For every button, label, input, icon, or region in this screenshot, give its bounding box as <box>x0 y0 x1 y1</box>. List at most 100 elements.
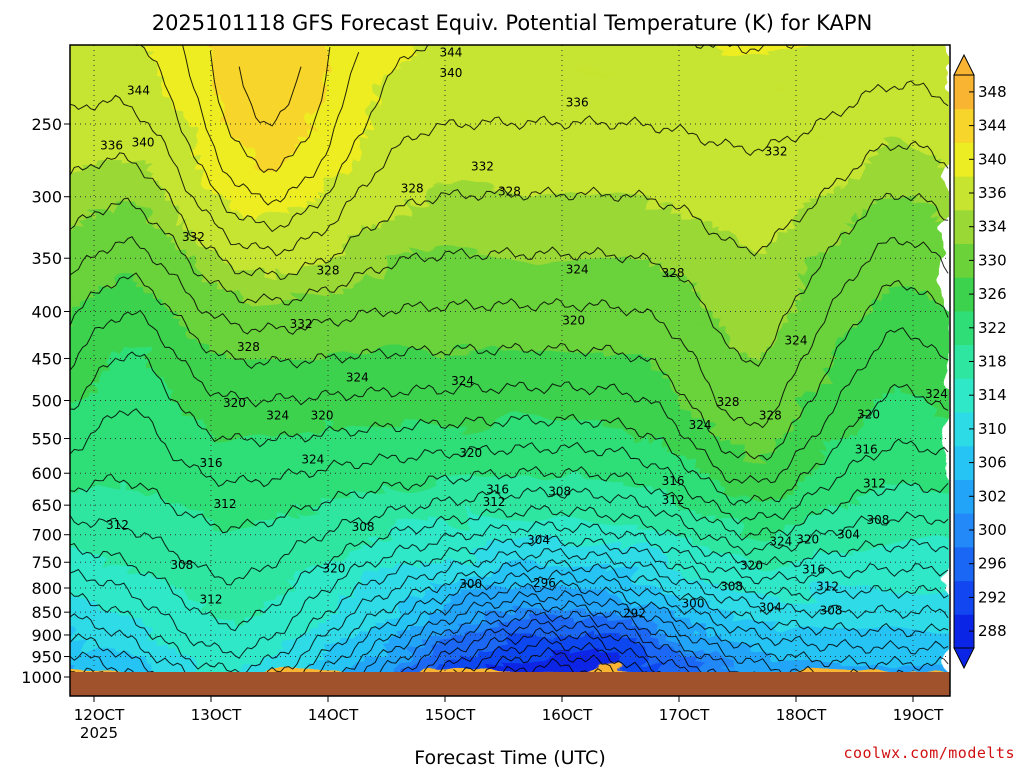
heatmap-cell <box>519 45 529 51</box>
heatmap-cell <box>667 179 677 188</box>
heatmap-cell <box>808 164 817 173</box>
heatmap-cell <box>857 179 867 188</box>
heatmap-cell <box>618 255 628 264</box>
heatmap-cell <box>263 202 273 211</box>
heatmap-cell <box>404 278 414 287</box>
heatmap-cell <box>123 187 133 196</box>
heatmap-cell <box>700 346 710 355</box>
heatmap-cell <box>824 323 834 333</box>
heatmap-cell <box>362 285 372 295</box>
heatmap-cell <box>362 346 372 355</box>
heatmap-cell <box>379 45 389 51</box>
heatmap-cell <box>725 323 735 333</box>
heatmap-cell <box>535 103 545 112</box>
heatmap-cell <box>684 126 694 135</box>
heatmap-cell <box>239 149 249 158</box>
heatmap-cell <box>857 187 867 196</box>
heatmap-cell <box>395 209 405 219</box>
heatmap-cell <box>90 301 100 310</box>
heatmap-cell <box>766 103 776 112</box>
heatmap-cell <box>585 194 595 203</box>
heatmap-cell <box>255 225 265 234</box>
heatmap-cell <box>766 308 776 317</box>
heatmap-cell <box>717 35 726 43</box>
heatmap-cell <box>733 111 743 120</box>
heatmap-cell <box>659 209 669 219</box>
heatmap-cell <box>313 65 323 74</box>
heatmap-cell <box>931 209 941 219</box>
heatmap-cell <box>849 361 859 371</box>
heatmap-cell <box>791 217 801 226</box>
heatmap-cell <box>923 126 933 135</box>
heatmap-cell <box>799 118 809 127</box>
heatmap-cell <box>593 164 603 173</box>
heatmap-cell <box>296 103 306 112</box>
heatmap-cell <box>544 202 554 211</box>
heatmap-cell <box>552 133 562 143</box>
heatmap-cell <box>354 187 364 196</box>
heatmap-cell <box>544 45 554 51</box>
heatmap-cell <box>404 126 414 135</box>
heatmap-cell <box>478 149 488 158</box>
heatmap-cell <box>404 133 414 143</box>
heatmap-cell <box>890 171 900 181</box>
heatmap-cell <box>527 308 537 317</box>
heatmap-cell <box>840 88 850 97</box>
heatmap-cell <box>610 225 620 234</box>
heatmap-cell <box>420 95 430 105</box>
heatmap-cell <box>544 80 554 89</box>
heatmap-cell <box>659 323 669 333</box>
heatmap-cell <box>461 339 471 348</box>
heatmap-cell <box>824 149 834 158</box>
heatmap-cell <box>453 232 463 241</box>
heatmap-cell <box>626 164 636 173</box>
heatmap-cell <box>791 293 801 302</box>
heatmap-cell <box>511 331 521 340</box>
heatmap-cell <box>717 50 727 59</box>
heatmap-cell <box>585 361 595 371</box>
heatmap-cell <box>313 202 323 211</box>
heatmap-cell <box>824 179 834 188</box>
heatmap-cell <box>544 354 554 363</box>
heatmap-cell <box>849 278 859 287</box>
heatmap-cell <box>651 308 661 317</box>
heatmap-cell <box>420 65 430 74</box>
heatmap-cell <box>890 293 900 302</box>
heatmap-cell <box>594 35 603 43</box>
heatmap-cell <box>478 111 488 120</box>
heatmap-cell <box>692 57 702 67</box>
heatmap-cell <box>470 80 479 89</box>
heatmap-cell <box>643 323 653 333</box>
heatmap-cell <box>173 308 183 317</box>
heatmap-cell <box>346 179 356 188</box>
heatmap-cell <box>626 346 636 355</box>
heatmap-cell <box>709 164 718 173</box>
heatmap-cell <box>601 323 611 333</box>
heatmap-cell <box>346 80 356 89</box>
heatmap-cell <box>766 240 776 249</box>
heatmap-cell <box>230 80 240 89</box>
heatmap-cell <box>313 331 323 340</box>
heatmap-cell <box>453 240 463 249</box>
heatmap-cell <box>643 179 653 188</box>
heatmap-cell <box>750 80 760 89</box>
heatmap-cell <box>82 232 92 241</box>
heatmap-cell <box>305 171 315 181</box>
heatmap-cell <box>189 73 199 82</box>
heatmap-cell <box>338 194 348 203</box>
heatmap-cell <box>115 194 125 203</box>
heatmap-cell <box>280 35 289 43</box>
heatmap-cell <box>651 65 661 74</box>
heatmap-cell <box>560 194 570 203</box>
heatmap-cell <box>733 285 743 295</box>
heatmap-cell <box>643 354 653 363</box>
heatmap-cell <box>123 103 133 112</box>
heatmap-cell <box>329 80 339 89</box>
heatmap-cell <box>404 308 414 317</box>
heatmap-cell <box>544 316 554 325</box>
heatmap-cell <box>173 377 183 386</box>
heatmap-cell <box>873 240 883 249</box>
heatmap-cell <box>412 293 422 302</box>
heatmap-cell <box>50 58 59 66</box>
heatmap-cell <box>783 141 793 150</box>
